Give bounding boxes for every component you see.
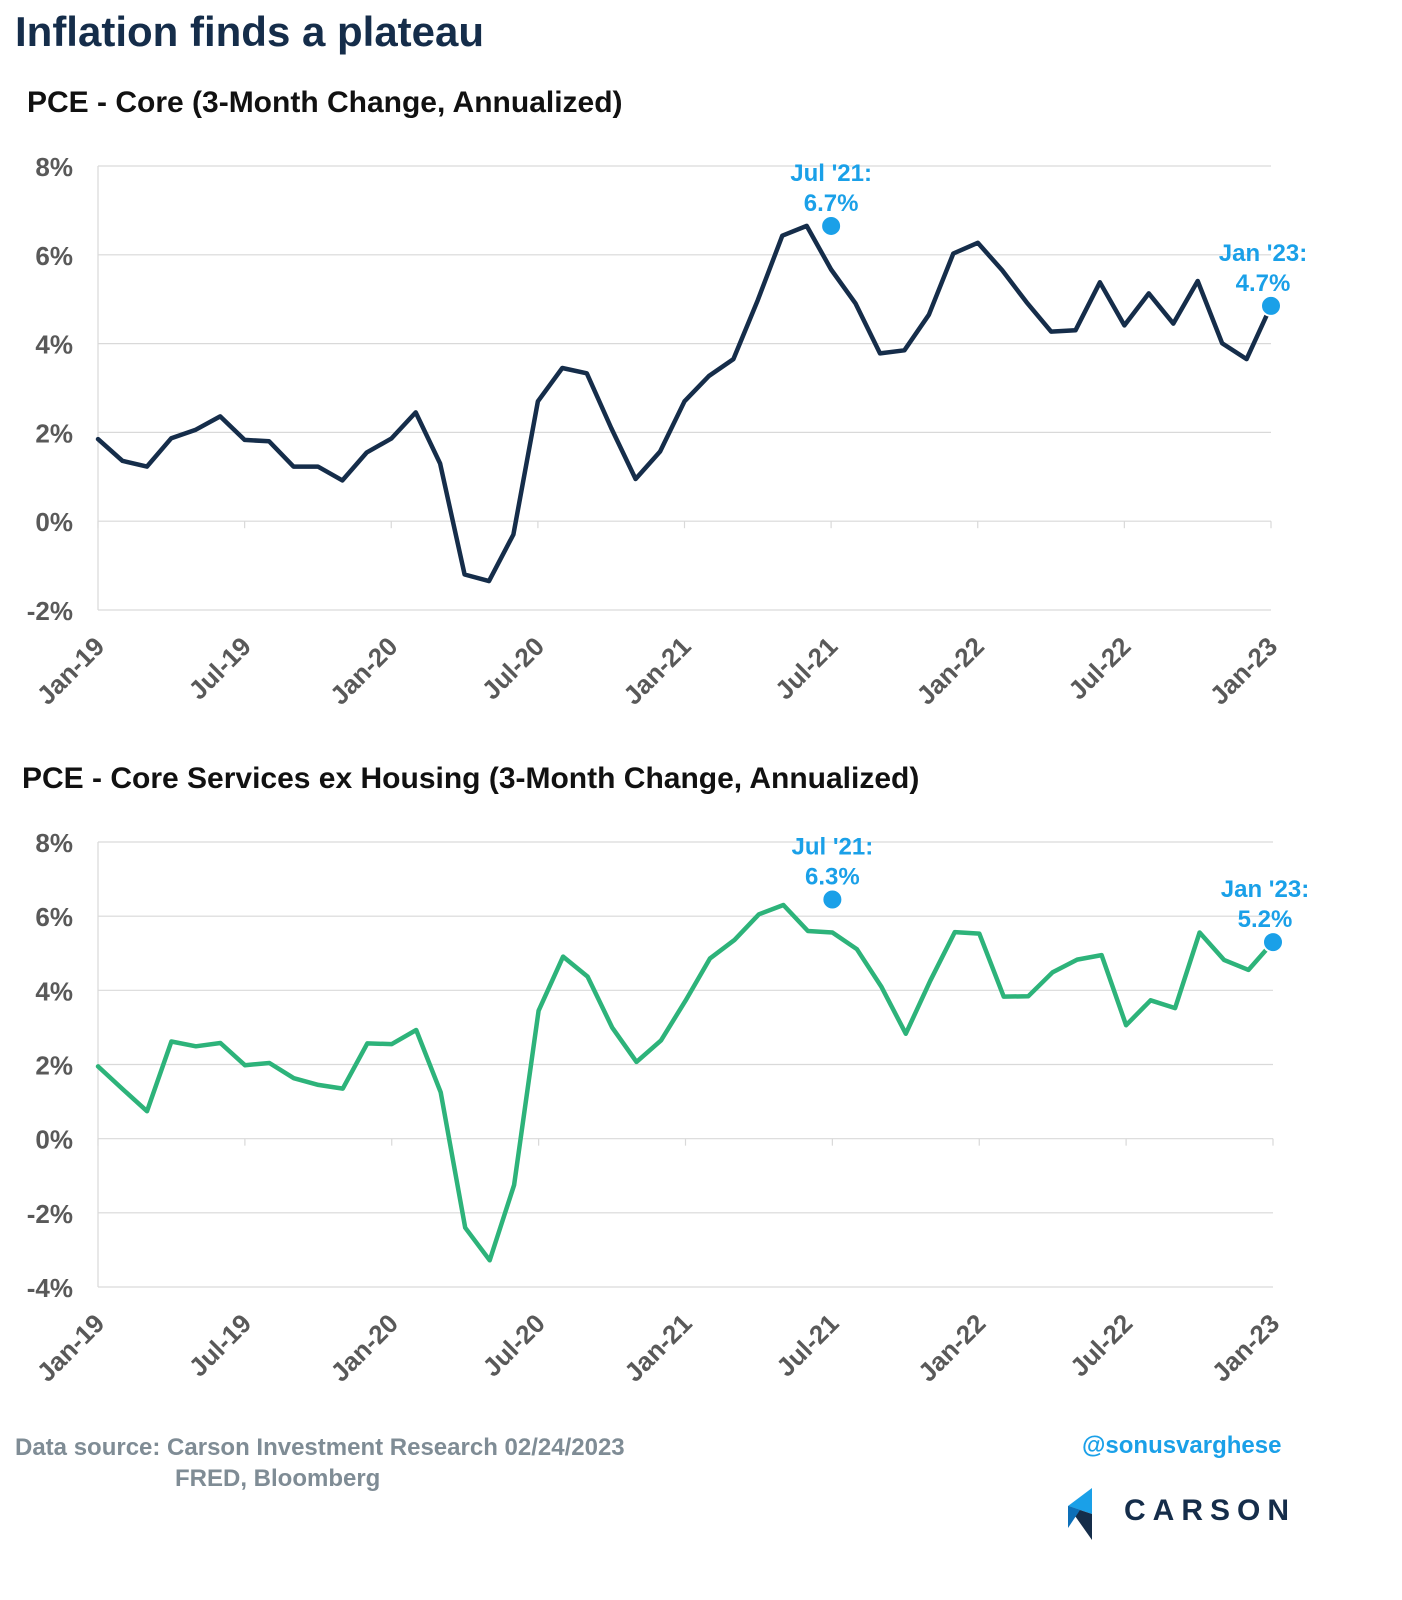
annotation-value: 6.3% — [805, 863, 860, 890]
x-tick-label: Jul-20 — [476, 631, 550, 705]
y-tick-label: 0% — [35, 507, 73, 537]
y-tick-label: 2% — [35, 418, 73, 448]
carson-logo-text: CARSON — [1124, 1494, 1297, 1527]
series-line — [95, 223, 1274, 584]
x-tick-label: Jan-22 — [911, 631, 990, 710]
x-tick-label: Jul-21 — [770, 1308, 844, 1382]
page-title: Inflation finds a plateau — [15, 8, 485, 55]
data-source-line-1: Data source: Carson Investment Research … — [15, 1434, 625, 1461]
x-tick-label: Jan-19 — [31, 631, 110, 710]
y-tick-label: 6% — [35, 902, 73, 932]
highlight-point — [821, 888, 844, 911]
series-line — [95, 902, 1276, 1263]
chart-1-title: PCE - Core (3-Month Change, Annualized) — [27, 86, 623, 119]
data-source-line-2: FRED, Bloomberg — [175, 1465, 381, 1492]
carson-logo-icon — [1068, 1488, 1092, 1540]
x-tick-label: Jan-21 — [617, 631, 696, 710]
x-tick-label: Jan-19 — [31, 1308, 110, 1387]
x-tick-label: Jul-20 — [477, 1308, 551, 1382]
x-tick-label: Jul-22 — [1064, 1308, 1138, 1382]
chart-core-services-ex-housing: 8% 6% 4% 2% 0% -2% -4% Jan-19 Jul-19 Jan-20 Jul-20… — [27, 828, 1309, 1388]
twitter-handle: @sonusvarghese — [1082, 1432, 1282, 1459]
y-tick-label: 8% — [35, 828, 73, 858]
chart-2-title: PCE - Core Services ex Housing (3-Month … — [22, 762, 920, 795]
annotation-label: Jul '21: — [790, 160, 872, 187]
annotation-value: 6.7% — [804, 190, 859, 217]
annotation-value: 5.2% — [1238, 906, 1293, 933]
highlight-point — [820, 214, 843, 237]
x-tick-label: Jan-21 — [618, 1308, 697, 1387]
y-tick-label: 0% — [35, 1125, 73, 1155]
x-tick-label: Jul-19 — [183, 1308, 257, 1382]
annotation-value: 4.7% — [1236, 270, 1291, 297]
y-tick-label: 4% — [35, 976, 73, 1006]
y-tick-label: -2% — [27, 1199, 73, 1229]
annotation-label: Jul '21: — [792, 833, 874, 860]
x-tick-label: Jan-20 — [324, 631, 403, 710]
y-tick-label: 4% — [35, 330, 73, 360]
highlight-point — [1262, 931, 1284, 954]
x-tick-label: Jul-19 — [183, 631, 257, 705]
annotation-label: Jan '23: — [1219, 240, 1307, 267]
x-tick-label: Jan-22 — [912, 1308, 991, 1387]
y-tick-label: 8% — [35, 152, 73, 182]
x-tick-label: Jan-23 — [1204, 631, 1283, 710]
y-tick-label: 6% — [35, 241, 73, 271]
x-tick-label: Jul-22 — [1062, 631, 1136, 705]
x-tick-label: Jan-23 — [1206, 1308, 1285, 1387]
highlight-point — [1260, 294, 1282, 317]
data-source: Data source: Carson Investment Research … — [15, 1432, 625, 1494]
y-tick-label: -2% — [27, 596, 73, 626]
y-tick-label: 2% — [35, 1051, 73, 1081]
annotation-label: Jan '23: — [1221, 876, 1309, 903]
x-tick-label: Jan-20 — [325, 1308, 404, 1387]
x-tick-label: Jul-21 — [769, 631, 843, 705]
y-tick-label: -4% — [27, 1273, 73, 1303]
chart-core-pce: 8% 6% 4% 2% 0% -2% Jan-19 Jul-19 Jan-20 Jul-20 Jan… — [27, 152, 1307, 711]
